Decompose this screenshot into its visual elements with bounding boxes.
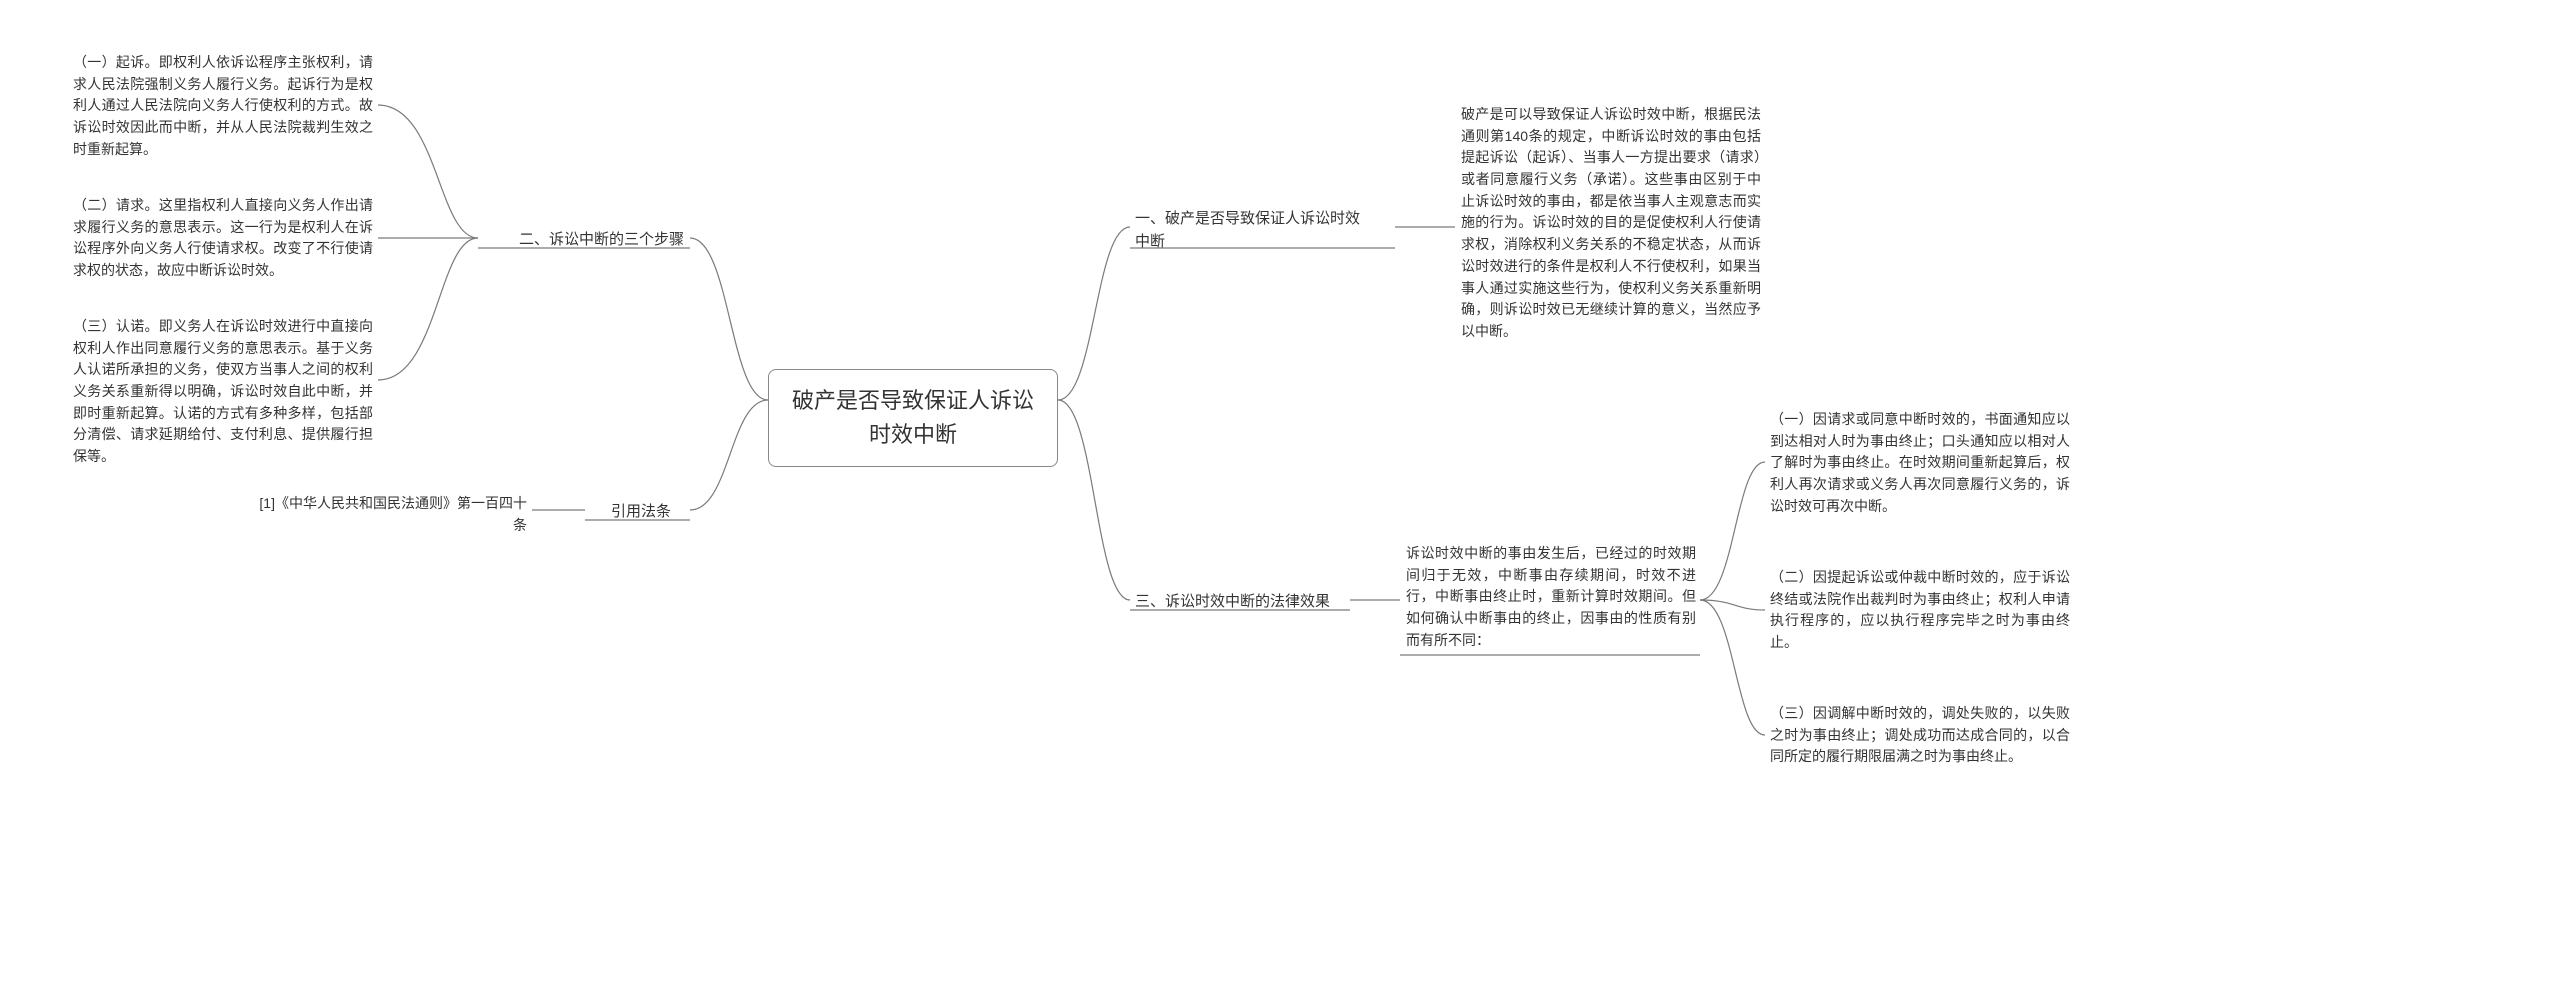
branch-r1-l1: 一、破产是否导致保证人诉讼时效 xyxy=(1135,210,1360,227)
detail-ref-c1: [1]《中华人民共和国民法通则》第一百四十 条 xyxy=(227,493,527,536)
root-line2: 时效中断 xyxy=(869,422,957,447)
branch-r1-l2: 中断 xyxy=(1135,233,1165,250)
detail-r3-intro: 诉讼时效中断的事由发生后，已经过的时效期间归于无效，中断事由存续期间，时效不进行… xyxy=(1406,543,1696,651)
detail-r1: 破产是可以导致保证人诉讼时效中断，根据民法通则第140条的规定，中断诉讼时效的事… xyxy=(1461,104,1761,343)
detail-l2-c2: （二）请求。这里指权利人直接向义务人作出请求履行义务的意思表示。这一行为是权利人… xyxy=(73,195,373,282)
branch-r3: 三、诉讼时效中断的法律效果 xyxy=(1135,590,1355,613)
detail-l2-c1: （一）起诉。即权利人依诉讼程序主张权利，请求人民法院强制义务人履行义务。起诉行为… xyxy=(73,52,373,160)
ref-c1-l1: [1]《中华人民共和国民法通则》第一百四十 xyxy=(259,495,527,511)
root-node: 破产是否导致保证人诉讼 时效中断 xyxy=(768,369,1058,467)
detail-r3-c2: （二）因提起诉讼或仲裁中断时效的，应于诉讼终结或法院作出裁判时为事由终止；权利人… xyxy=(1770,567,2070,654)
detail-r3-c3: （三）因调解中断时效的，调处失败的，以失败之时为事由终止；调处成功而达成合同的，… xyxy=(1770,703,2070,768)
branch-r1: 一、破产是否导致保证人诉讼时效 中断 xyxy=(1135,207,1395,254)
detail-l2-c3: （三）认诺。即义务人在诉讼时效进行中直接向权利人作出同意履行义务的意思表示。基于… xyxy=(73,316,373,468)
root-line1: 破产是否导致保证人诉讼 xyxy=(792,388,1034,413)
branch-l2: 二、诉讼中断的三个步骤 xyxy=(484,228,684,251)
branch-ref: 引用法条 xyxy=(591,500,671,523)
detail-r3-c1: （一）因请求或同意中断时效的，书面通知应以到达相对人时为事由终止；口头通知应以相… xyxy=(1770,409,2070,517)
ref-c1-l2: 条 xyxy=(513,517,527,533)
